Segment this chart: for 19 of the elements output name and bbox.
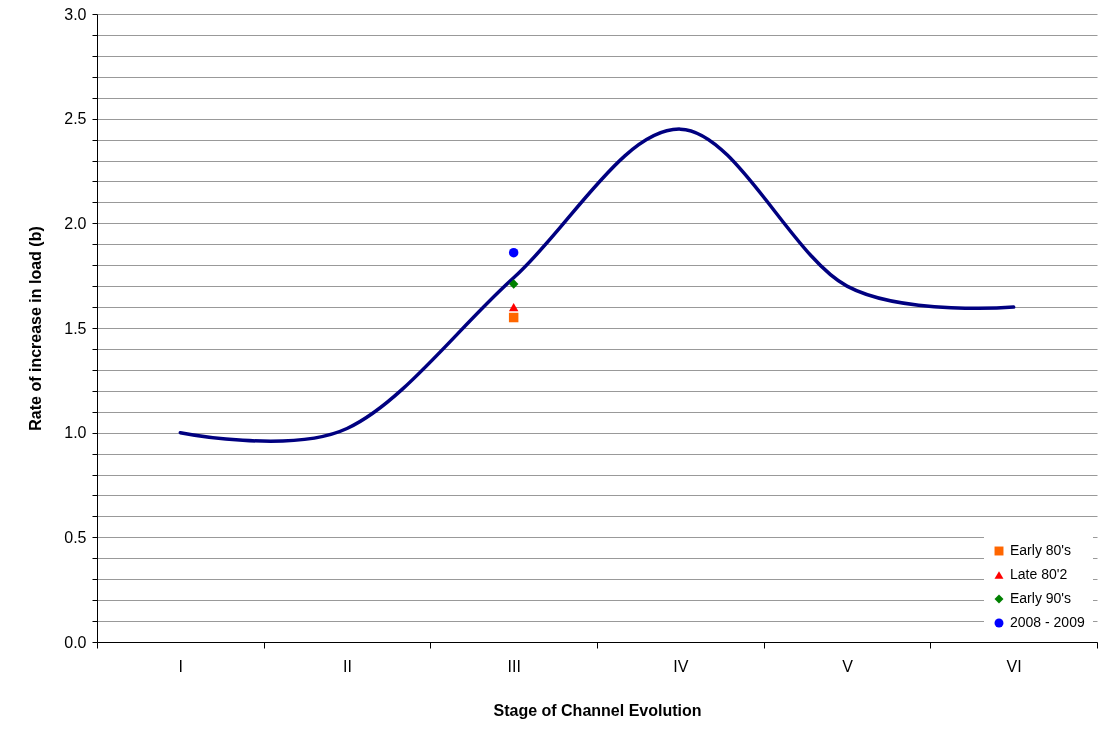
x-tick-label: V bbox=[842, 657, 854, 675]
legend-label: Early 80's bbox=[1010, 542, 1072, 558]
x-axis-title: Stage of Channel Evolution bbox=[493, 701, 702, 719]
legend-label: 2008 - 2009 bbox=[1010, 614, 1085, 630]
legend-label: Early 90's bbox=[1010, 590, 1072, 606]
x-tick-label: II bbox=[343, 657, 352, 675]
y-tick-label: 1.0 bbox=[64, 424, 87, 442]
y-tick-label: 1.5 bbox=[64, 319, 87, 337]
y-axis-title: Rate of increase in load (b) bbox=[27, 226, 45, 431]
y-tick-label: 0.0 bbox=[64, 633, 87, 651]
y-tick-label: 3.0 bbox=[64, 5, 87, 23]
x-tick-label: VI bbox=[1006, 657, 1022, 675]
x-tick-label: IV bbox=[673, 657, 689, 675]
y-tick-label: 2.5 bbox=[64, 110, 87, 128]
x-tick-label: I bbox=[178, 657, 184, 675]
y-tick-label: 0.5 bbox=[64, 528, 87, 546]
y-tick-label: 2.0 bbox=[64, 214, 87, 232]
legend-label: Late 80'2 bbox=[1010, 566, 1068, 582]
x-tick-label: III bbox=[507, 657, 521, 675]
